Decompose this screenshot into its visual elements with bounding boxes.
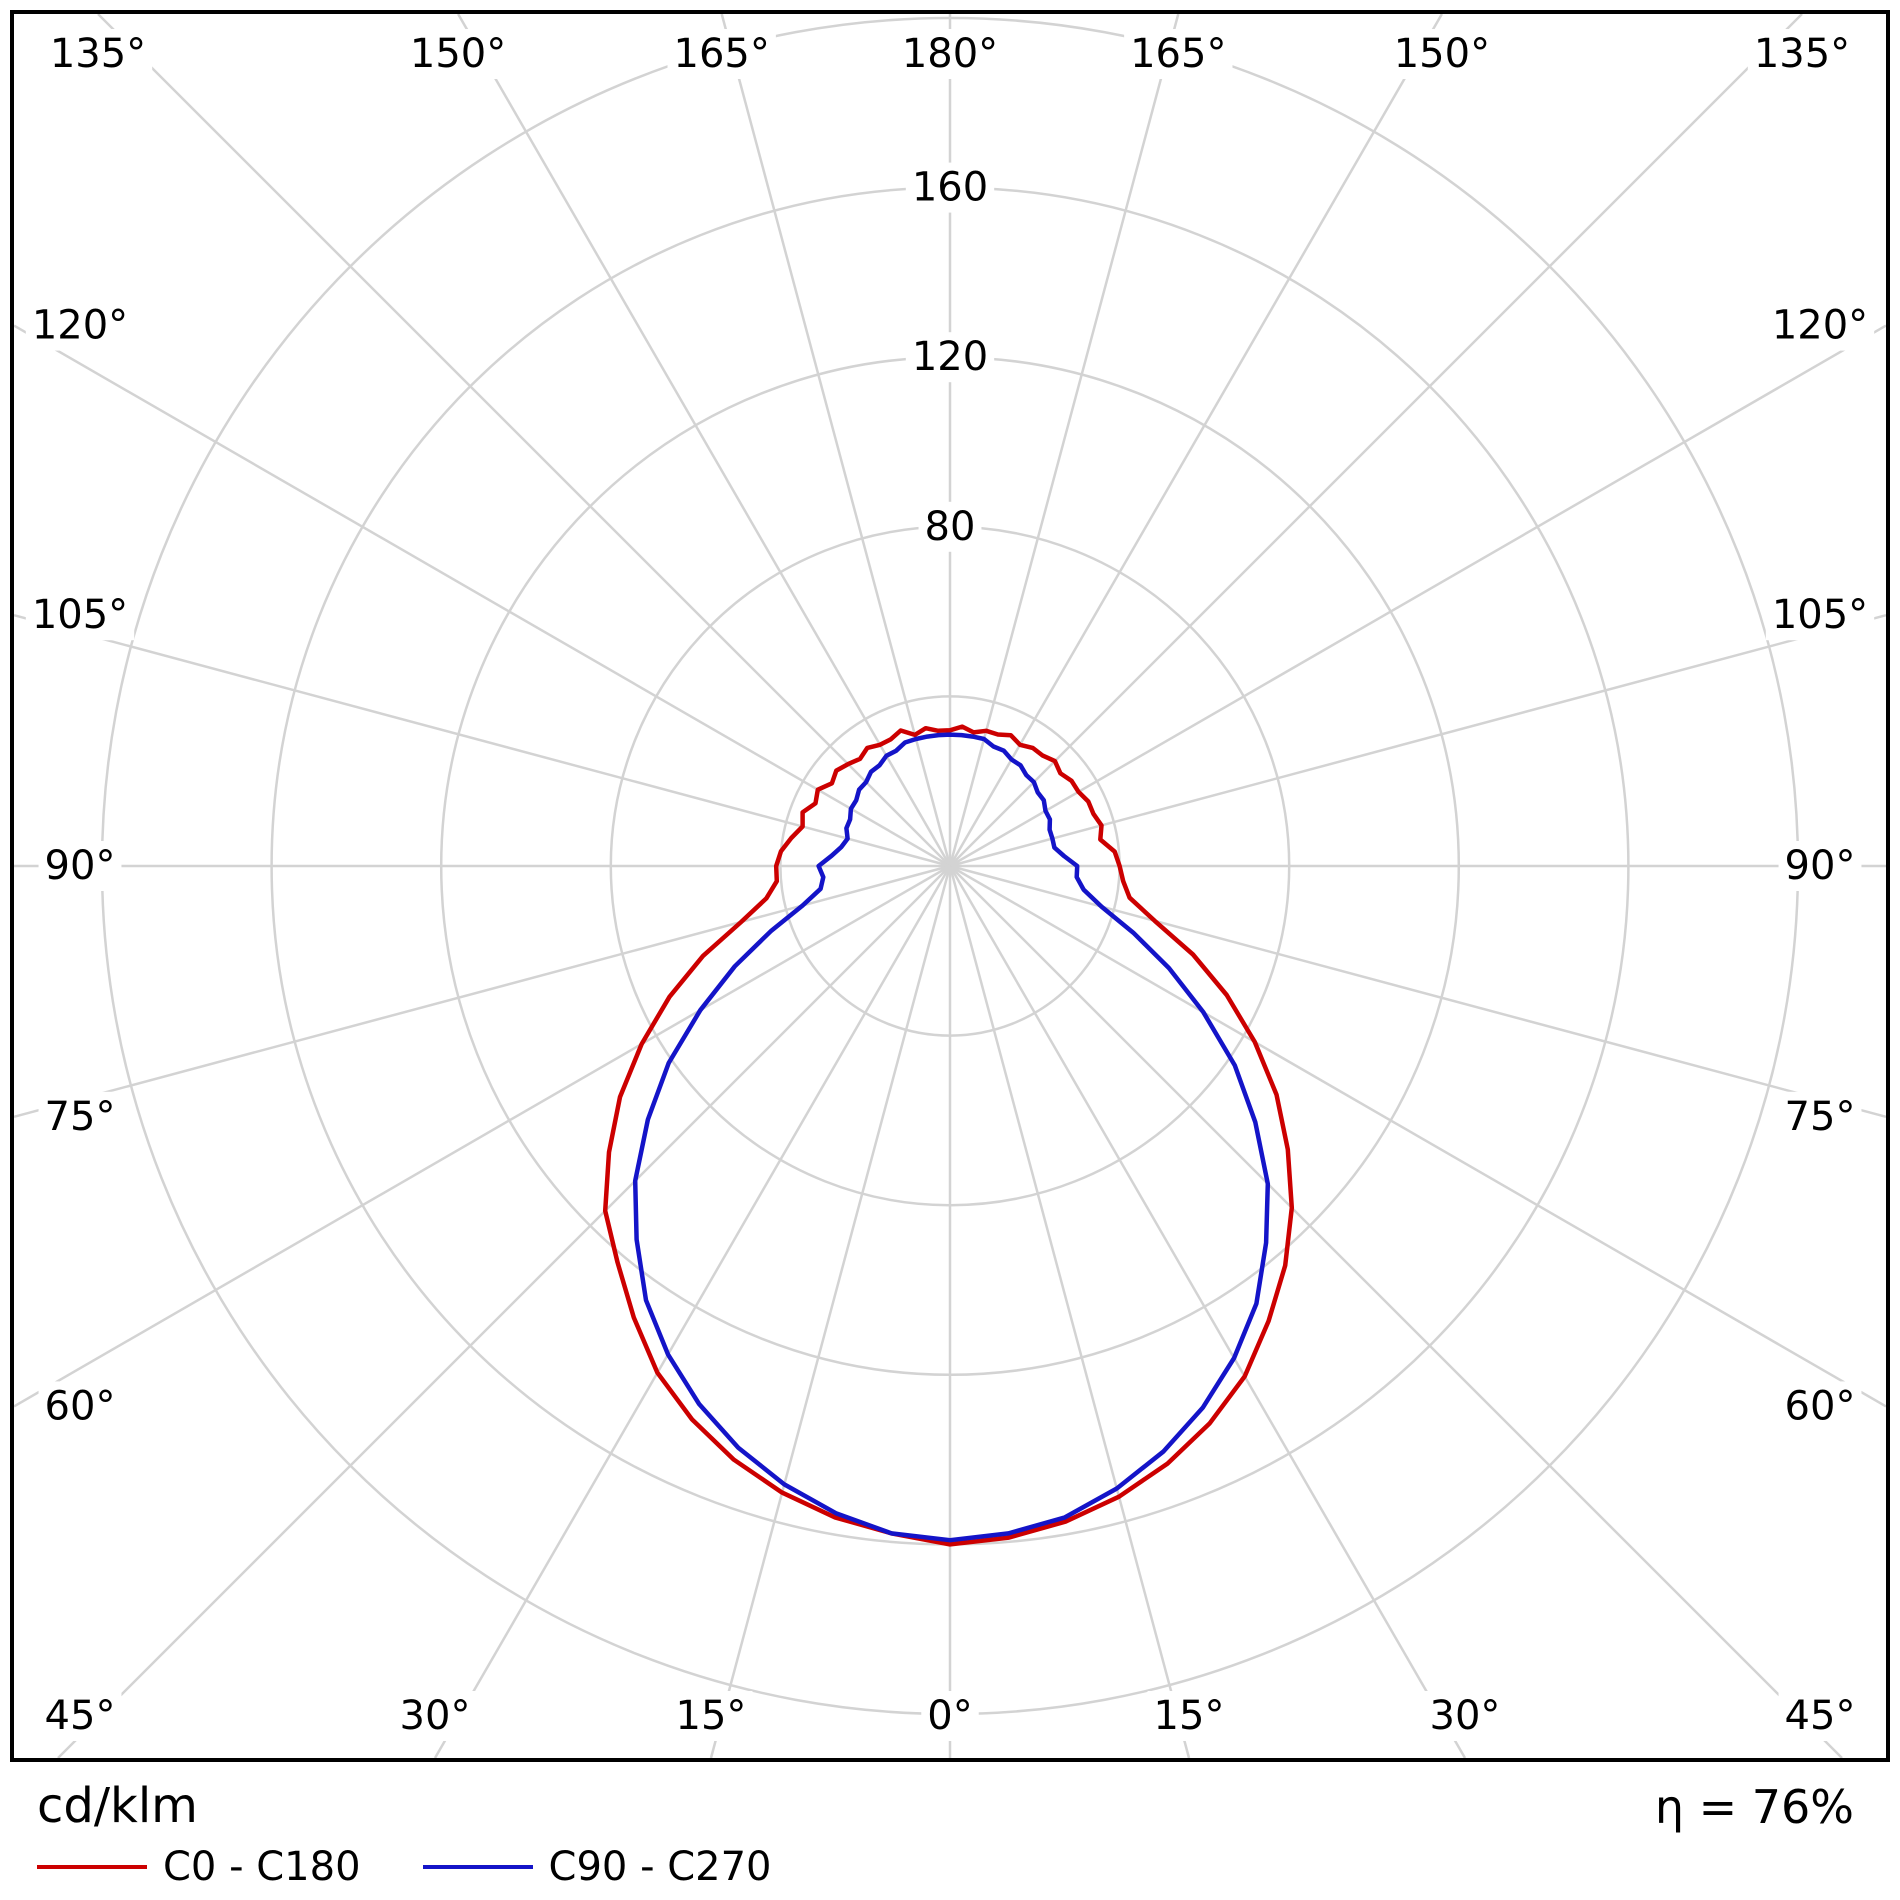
svg-text:120: 120 bbox=[912, 334, 988, 380]
svg-text:60°: 60° bbox=[1785, 1383, 1856, 1429]
svg-text:150°: 150° bbox=[410, 31, 506, 77]
svg-text:75°: 75° bbox=[1785, 1094, 1856, 1140]
legend-item-c90-c270: C90 - C270 bbox=[422, 1844, 772, 1890]
svg-text:45°: 45° bbox=[45, 1693, 116, 1739]
efficiency-label: η = 76% bbox=[1654, 1780, 1854, 1834]
legend-line-red-icon bbox=[37, 1865, 147, 1869]
svg-text:30°: 30° bbox=[400, 1693, 471, 1739]
svg-text:80: 80 bbox=[925, 504, 976, 550]
svg-text:150°: 150° bbox=[1394, 31, 1490, 77]
legend-item-c0-c180: C0 - C180 bbox=[37, 1844, 361, 1890]
footer-row: cd/klm η = 76% bbox=[0, 1772, 1900, 1834]
svg-text:90°: 90° bbox=[1785, 843, 1856, 889]
svg-text:135°: 135° bbox=[50, 31, 146, 77]
svg-text:0°: 0° bbox=[927, 1693, 972, 1739]
svg-text:120°: 120° bbox=[1772, 303, 1868, 349]
svg-text:120°: 120° bbox=[32, 303, 128, 349]
svg-text:60°: 60° bbox=[45, 1383, 116, 1429]
chart-footer: cd/klm η = 76% C0 - C180 C90 - C270 bbox=[0, 1772, 1900, 1900]
legend-label-c90-c270: C90 - C270 bbox=[548, 1844, 772, 1890]
svg-text:165°: 165° bbox=[674, 31, 770, 77]
legend-label-c0-c180: C0 - C180 bbox=[163, 1844, 361, 1890]
legend: C0 - C180 C90 - C270 bbox=[0, 1844, 1900, 1890]
svg-text:15°: 15° bbox=[676, 1693, 747, 1739]
legend-line-blue-icon bbox=[422, 1865, 533, 1869]
svg-text:105°: 105° bbox=[1772, 592, 1868, 638]
svg-text:135°: 135° bbox=[1754, 31, 1850, 77]
polar-diagram: 80 120 160 0° 15° 15° 30° 30° 45° 45° 60° 60° 75° 75°… bbox=[10, 10, 1890, 1762]
svg-text:90°: 90° bbox=[45, 843, 116, 889]
svg-text:30°: 30° bbox=[1430, 1693, 1501, 1739]
svg-text:180°: 180° bbox=[902, 31, 998, 77]
svg-text:165°: 165° bbox=[1130, 31, 1226, 77]
svg-text:105°: 105° bbox=[32, 592, 128, 638]
svg-text:15°: 15° bbox=[1154, 1693, 1225, 1739]
svg-text:75°: 75° bbox=[45, 1094, 116, 1140]
unit-label: cd/klm bbox=[37, 1778, 198, 1834]
svg-text:160: 160 bbox=[912, 165, 988, 211]
svg-text:45°: 45° bbox=[1785, 1693, 1856, 1739]
